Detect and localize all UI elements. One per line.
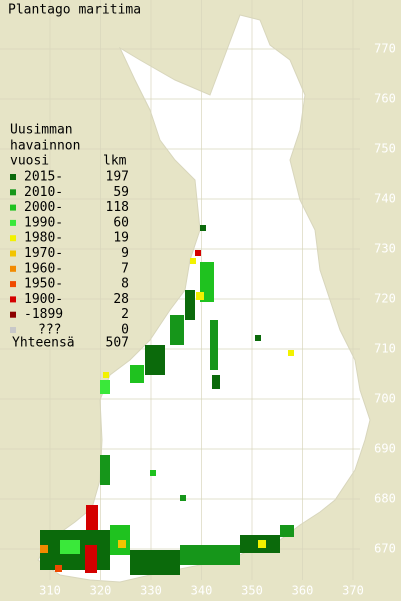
record-square [210, 320, 218, 370]
record-square [100, 455, 110, 485]
record-square [103, 372, 109, 378]
y-label: 770 [374, 42, 396, 56]
record-square [280, 525, 294, 537]
legend-count: 0 [121, 323, 129, 338]
legend-count: 28 [113, 292, 129, 307]
legend-column: vuosi [10, 154, 49, 169]
record-square [40, 545, 48, 553]
record-square [60, 540, 80, 554]
record-square [190, 258, 196, 264]
y-label: 700 [374, 392, 396, 406]
record-square [85, 545, 97, 573]
x-label: 320 [90, 584, 112, 598]
record-square [180, 495, 186, 501]
record-square [196, 292, 204, 300]
legend-count: 59 [113, 185, 129, 200]
record-square [288, 350, 294, 356]
legend-swatch [10, 265, 16, 272]
record-square [185, 290, 195, 320]
total-label: Yhteensä [12, 336, 75, 351]
x-label: 360 [292, 584, 314, 598]
record-square [255, 335, 261, 341]
y-label: 760 [374, 92, 396, 106]
y-label: 690 [374, 442, 396, 456]
y-label: 730 [374, 242, 396, 256]
legend-column: lkm [103, 154, 127, 169]
legend-label: ??? [38, 323, 61, 338]
record-square [118, 540, 126, 548]
legend-swatch [10, 250, 16, 257]
x-label: 370 [342, 584, 364, 598]
x-label: 350 [241, 584, 263, 598]
legend-label: -1899 [24, 307, 63, 322]
record-squares [40, 225, 294, 575]
legend-swatch [10, 189, 16, 196]
legend-label: 1990- [24, 215, 63, 230]
legend-swatch [10, 219, 16, 226]
legend-swatch [10, 327, 16, 333]
record-square [130, 365, 144, 383]
legend-swatch [10, 174, 16, 180]
legend-count: 118 [106, 200, 129, 215]
record-square [100, 380, 110, 394]
x-label: 310 [39, 584, 61, 598]
legend-label: 2000- [24, 200, 63, 215]
record-square [86, 505, 98, 535]
legend-count: 7 [121, 261, 129, 276]
axis-labels: 310 320 330 340 350 360 3707707607507407307207… [39, 42, 396, 598]
legend-label: 1950- [24, 277, 63, 292]
record-square [170, 315, 184, 345]
legend-heading: Uusimman [10, 123, 73, 138]
legend-heading: havainnon [10, 139, 80, 154]
legend-label: 2015- [24, 170, 63, 185]
record-square [150, 470, 156, 476]
y-label: 670 [374, 542, 396, 556]
legend-swatch [10, 235, 16, 242]
legend-count: 9 [121, 246, 129, 261]
record-square [258, 540, 266, 548]
record-square [195, 250, 201, 256]
y-label: 740 [374, 192, 396, 206]
total-count: 507 [106, 336, 129, 351]
legend-swatch [10, 281, 16, 288]
y-label: 680 [374, 492, 396, 506]
x-label: 330 [140, 584, 162, 598]
legend-count: 2 [121, 307, 129, 322]
legend-swatch [10, 204, 16, 211]
legend-label: 2010- [24, 185, 63, 200]
y-label: 750 [374, 142, 396, 156]
legend-swatch [10, 296, 16, 303]
legend-label: 1900- [24, 292, 63, 307]
y-label: 720 [374, 292, 396, 306]
record-square [145, 345, 165, 375]
legend-label: 1970- [24, 246, 63, 261]
title: Plantago maritima [8, 3, 141, 18]
legend-label: 1980- [24, 231, 63, 246]
x-label: 340 [191, 584, 213, 598]
legend-count: 19 [113, 231, 129, 246]
record-square [55, 565, 62, 572]
legend-swatch [10, 311, 16, 318]
record-square [212, 375, 220, 389]
record-square [180, 545, 240, 565]
y-label: 710 [374, 342, 396, 356]
record-square [130, 550, 180, 575]
record-square [200, 225, 206, 231]
legend-label: 1960- [24, 261, 63, 276]
legend-count: 60 [113, 215, 129, 230]
legend-count: 197 [106, 170, 129, 185]
legend-count: 8 [121, 277, 129, 292]
